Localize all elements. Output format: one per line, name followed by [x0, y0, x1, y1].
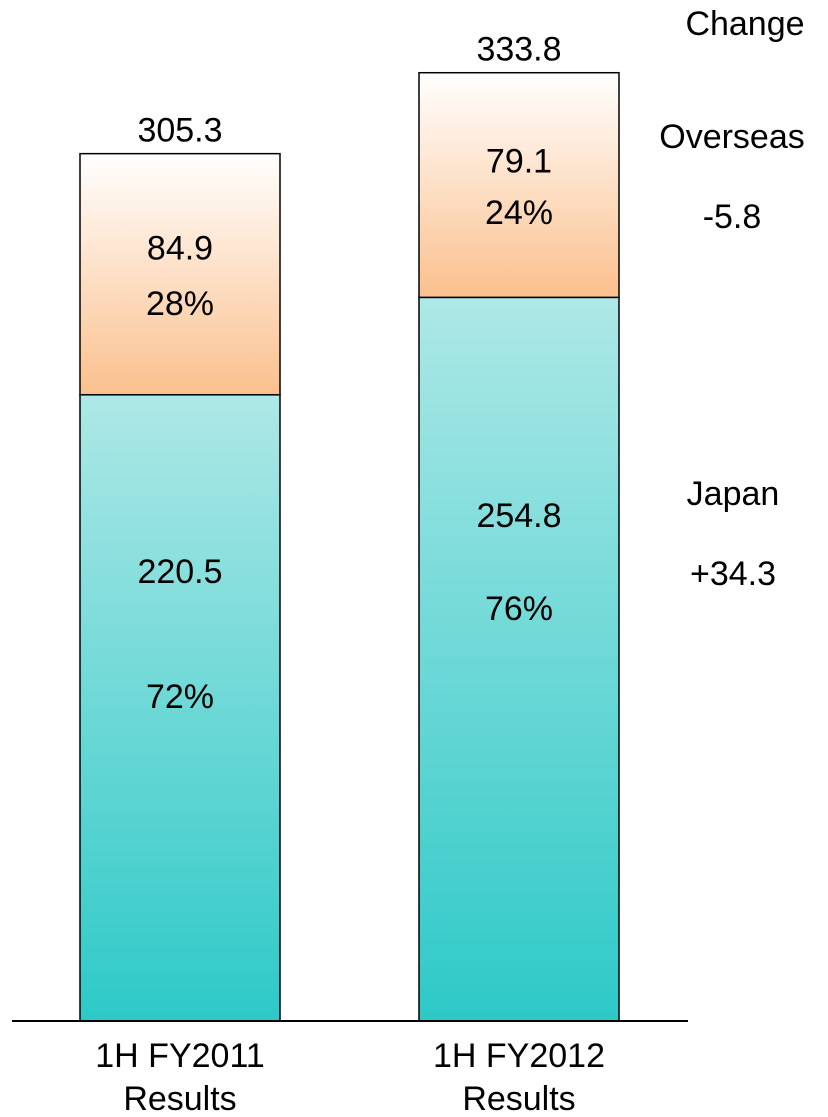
- overseas-value-label-1: 84.9: [147, 230, 213, 268]
- japan-share-label-2: 76%: [485, 590, 553, 628]
- bar-overseas-2: [418, 71, 620, 299]
- category-label-1-line-2: Results: [123, 1080, 236, 1117]
- bars-layer: [79, 71, 620, 1022]
- change-header: Change: [685, 5, 804, 43]
- bar-japan-2: [418, 296, 620, 1022]
- bar-japan-1: [79, 394, 281, 1022]
- overseas-share-label-1: 28%: [146, 285, 214, 323]
- category-label-2-line-1: 1H FY2012: [433, 1037, 605, 1075]
- total-label-1: 305.3: [137, 112, 222, 150]
- overseas-value-label-2: 79.1: [486, 142, 552, 180]
- category-label-1-line-1: 1H FY2011: [95, 1037, 264, 1075]
- japan-change-value: +34.3: [690, 555, 776, 593]
- overseas-share-label-2: 24%: [485, 194, 553, 232]
- overseas-change-value: -5.8: [703, 198, 762, 236]
- legend-overseas-name: Overseas: [659, 118, 805, 156]
- total-label-2: 333.8: [476, 31, 561, 69]
- legend-japan-name: Japan: [687, 475, 780, 513]
- japan-share-label-1: 72%: [146, 678, 214, 716]
- japan-value-label-1: 220.5: [137, 553, 222, 591]
- labels-layer: 305.3 84.9 28% 220.5 72% 1H FY2011 Results 333.…: [95, 31, 605, 1117]
- category-label-2-line-2: Results: [462, 1080, 575, 1117]
- bar-overseas-1: [79, 152, 281, 396]
- japan-value-label-2: 254.8: [476, 497, 561, 535]
